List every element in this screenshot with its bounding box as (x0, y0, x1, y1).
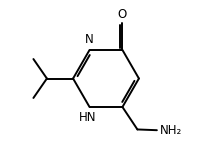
Text: HN: HN (79, 111, 97, 124)
Text: N: N (85, 33, 94, 46)
Text: NH₂: NH₂ (160, 124, 182, 137)
Text: O: O (118, 8, 127, 21)
